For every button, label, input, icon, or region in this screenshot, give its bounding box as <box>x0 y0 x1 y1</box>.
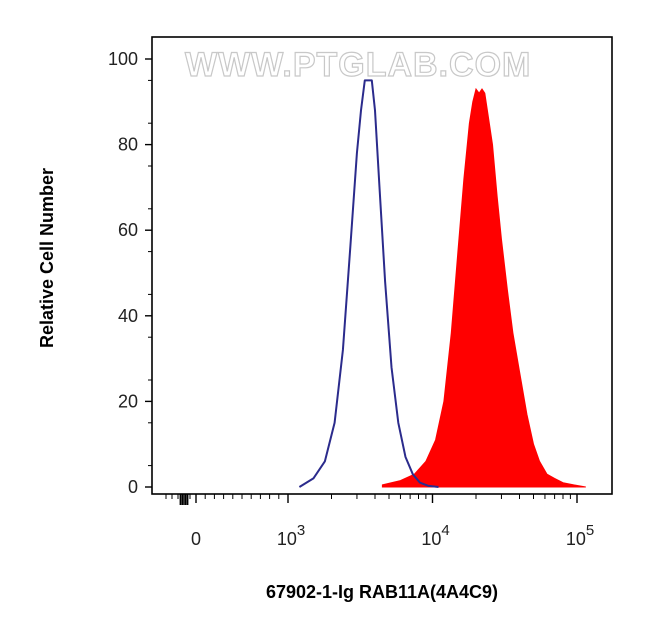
x-axis-title: 67902-1-Ig RAB11A(4A4C9) <box>266 582 498 602</box>
plot-frame <box>151 36 613 495</box>
y-tick-label: 0 <box>128 477 138 497</box>
series-layer <box>298 79 586 488</box>
x-tick-label: 103 <box>277 522 305 549</box>
y-tick-label: 80 <box>118 135 138 155</box>
x-tick-label: 105 <box>566 522 594 549</box>
x-axis: 0 103 104 105 <box>165 494 594 549</box>
histogram-outline-series <box>298 79 439 488</box>
x-tick-label: 0 <box>191 529 201 549</box>
y-tick-label: 60 <box>118 220 138 240</box>
y-tick-label: 100 <box>108 49 138 69</box>
histogram-filled-series <box>381 87 586 488</box>
watermark: WWW.PTGLAB.COM <box>185 46 531 84</box>
y-axis-title: Relative Cell Number <box>37 168 57 348</box>
x-tick-label: 104 <box>421 522 449 549</box>
y-tick-label: 20 <box>118 391 138 411</box>
y-axis: 0 20 40 60 80 100 <box>108 49 152 497</box>
y-tick-label: 40 <box>118 306 138 326</box>
